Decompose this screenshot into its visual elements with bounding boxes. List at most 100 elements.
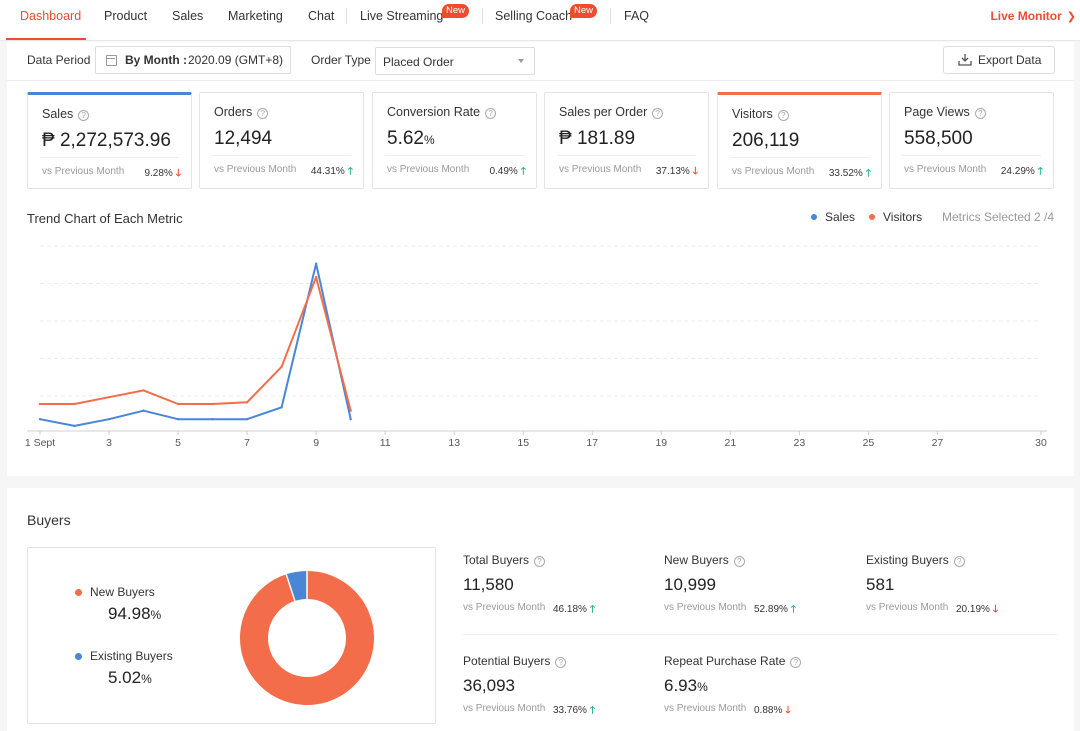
donut-legend-new-buyers: New Buyers — [75, 585, 155, 599]
metric-value: 11,580 — [463, 575, 514, 594]
donut-slice-separator — [285, 574, 296, 602]
metric-change: 44.31% — [310, 166, 345, 177]
metric-value: 10,999 — [664, 575, 716, 594]
tab-product[interactable]: Product — [104, 9, 148, 23]
metric-value: 36,093 — [463, 676, 515, 695]
tab-faq[interactable]: FAQ — [624, 9, 650, 23]
metric-card-sales-per-order[interactable]: Sales per Order? ₱ 181.89 vs Previous Mo… — [544, 92, 709, 189]
buyer-metric-potential-buyers: Potential Buyers? 36,093 vs Previous Mon… — [463, 654, 653, 716]
help-icon[interactable]: ? — [555, 657, 567, 668]
data-point — [314, 276, 318, 279]
x-tick-label: 3 — [106, 437, 112, 449]
period-value: 2020.09 (GMT+8) — [188, 53, 284, 67]
help-icon[interactable]: ? — [777, 110, 789, 121]
metric-value: 12,494 — [214, 128, 273, 149]
share-unit: % — [150, 608, 162, 622]
metric-value: 558,500 — [904, 128, 973, 149]
live-monitor-label: Live Monitor — [990, 9, 1062, 23]
arrow-up-icon: 🡑 — [589, 705, 596, 716]
legend-item-visitors[interactable]: Visitors — [869, 210, 922, 224]
share-value: 5.02 — [108, 668, 142, 687]
metric-value: 6.93 — [664, 676, 698, 695]
help-icon[interactable]: ? — [974, 108, 986, 119]
buyers-panel: Buyers New Buyers 94.98% Existing Buyers… — [7, 488, 1074, 731]
order-type-label: Order Type — [311, 53, 371, 67]
metric-compare-label: vs Previous Month — [463, 703, 546, 714]
metric-card-orders[interactable]: Orders? 12,494 vs Previous Month 44.31% 🡑 — [199, 92, 364, 189]
metric-change: 24.29% — [1000, 166, 1035, 177]
data-point — [280, 406, 283, 409]
metric-change: 0.49% — [489, 166, 518, 177]
buyers-metrics-divider — [463, 634, 1057, 635]
card-divider — [40, 157, 179, 158]
arrow-up-icon: 🡑 — [790, 604, 797, 615]
download-icon — [958, 54, 972, 66]
arrow-down-icon: 🡓 — [175, 168, 181, 179]
metric-card-page-views[interactable]: Page Views? 558,500 vs Previous Month 24… — [889, 92, 1054, 189]
data-period-label: Data Period — [27, 53, 91, 67]
help-icon[interactable]: ? — [733, 556, 745, 567]
help-icon[interactable]: ? — [78, 110, 90, 121]
legend-dot — [869, 214, 875, 220]
data-point — [73, 424, 76, 428]
metric-compare-label: vs Previous Month — [664, 703, 747, 714]
metric-title: Sales per Order — [559, 105, 648, 119]
data-point — [211, 417, 214, 421]
live-monitor-link[interactable]: Live Monitor ❯ — [990, 0, 1076, 33]
export-data-button[interactable]: Export Data — [943, 46, 1055, 74]
help-icon[interactable]: ? — [652, 108, 664, 119]
period-type-label: By Month : — [125, 53, 187, 67]
buyers-donut-card: New Buyers 94.98% Existing Buyers 5.02% — [27, 547, 436, 724]
filter-bar: Data Period By Month : 2020.09 (GMT+8) O… — [7, 42, 1074, 81]
trend-chart: 1 Sept 3 5 7 9 11 13 15 17 19 21 23 25 27 30 — [25, 245, 1047, 449]
x-tick-label: 5 — [175, 437, 181, 449]
legend-label: Sales — [825, 210, 856, 224]
x-tick-label: 13 — [448, 437, 460, 449]
metric-change: 52.89% — [754, 604, 788, 615]
metric-card-sales[interactable]: Sales? ₱ 2,272,573.96 vs Previous Month … — [27, 92, 192, 189]
x-tick-label: 11 — [380, 437, 391, 449]
help-icon[interactable]: ? — [257, 108, 269, 119]
tab-dashboard[interactable]: Dashboard — [20, 9, 82, 23]
help-icon[interactable]: ? — [534, 556, 546, 567]
metrics-selected-count: Metrics Selected 2 /4 — [942, 210, 1055, 224]
tab-live-streaming[interactable]: Live Streaming — [360, 9, 444, 23]
legend-item-sales[interactable]: Sales — [811, 210, 855, 224]
metric-card-visitors[interactable]: Visitors? 206,119 vs Previous Month 33.5… — [717, 92, 882, 189]
data-period-picker[interactable]: By Month : 2020.09 (GMT+8) — [95, 46, 291, 74]
x-tick-label: 30 — [1035, 437, 1047, 449]
x-tick-label: 25 — [863, 437, 875, 449]
metric-value: ₱ 2,272,573.96 — [42, 130, 171, 151]
help-icon[interactable]: ? — [790, 657, 802, 668]
metric-change: 37.13% — [655, 166, 690, 177]
arrow-down-icon: 🡓 — [992, 604, 999, 615]
metric-change: 33.52% — [828, 168, 863, 179]
metric-title: Repeat Purchase Rate — [664, 654, 786, 668]
buyer-metric-new-buyers: New Buyers? 10,999 vs Previous Month 52.… — [664, 553, 854, 615]
data-point — [107, 417, 111, 421]
metric-title: Orders — [214, 105, 253, 119]
arrow-down-icon: 🡓 — [692, 166, 698, 177]
legend-label: Existing Buyers — [90, 649, 173, 663]
metric-title: Visitors — [732, 107, 773, 121]
help-icon[interactable]: ? — [953, 556, 965, 567]
tab-chat[interactable]: Chat — [308, 9, 335, 23]
x-tick-label: 17 — [586, 437, 598, 449]
tab-selling-coach[interactable]: Selling Coach — [495, 9, 573, 23]
help-icon[interactable]: ? — [485, 108, 497, 119]
metric-value: 5.62 — [387, 128, 424, 149]
arrow-up-icon: 🡑 — [1037, 166, 1043, 177]
nav-divider — [482, 8, 483, 24]
card-divider — [902, 155, 1041, 156]
order-type-select[interactable]: Placed Order — [375, 47, 535, 75]
metric-card-conversion-rate[interactable]: Conversion Rate? 5.62% vs Previous Month… — [372, 92, 537, 189]
data-point — [107, 396, 111, 399]
tab-marketing[interactable]: Marketing — [228, 9, 283, 23]
data-point — [280, 365, 283, 368]
data-point — [176, 417, 180, 421]
tab-sales[interactable]: Sales — [172, 9, 204, 23]
data-point — [142, 389, 145, 392]
card-divider — [212, 155, 351, 156]
metric-title: Conversion Rate — [387, 105, 481, 119]
x-tick-label: 1 Sept — [25, 437, 55, 449]
